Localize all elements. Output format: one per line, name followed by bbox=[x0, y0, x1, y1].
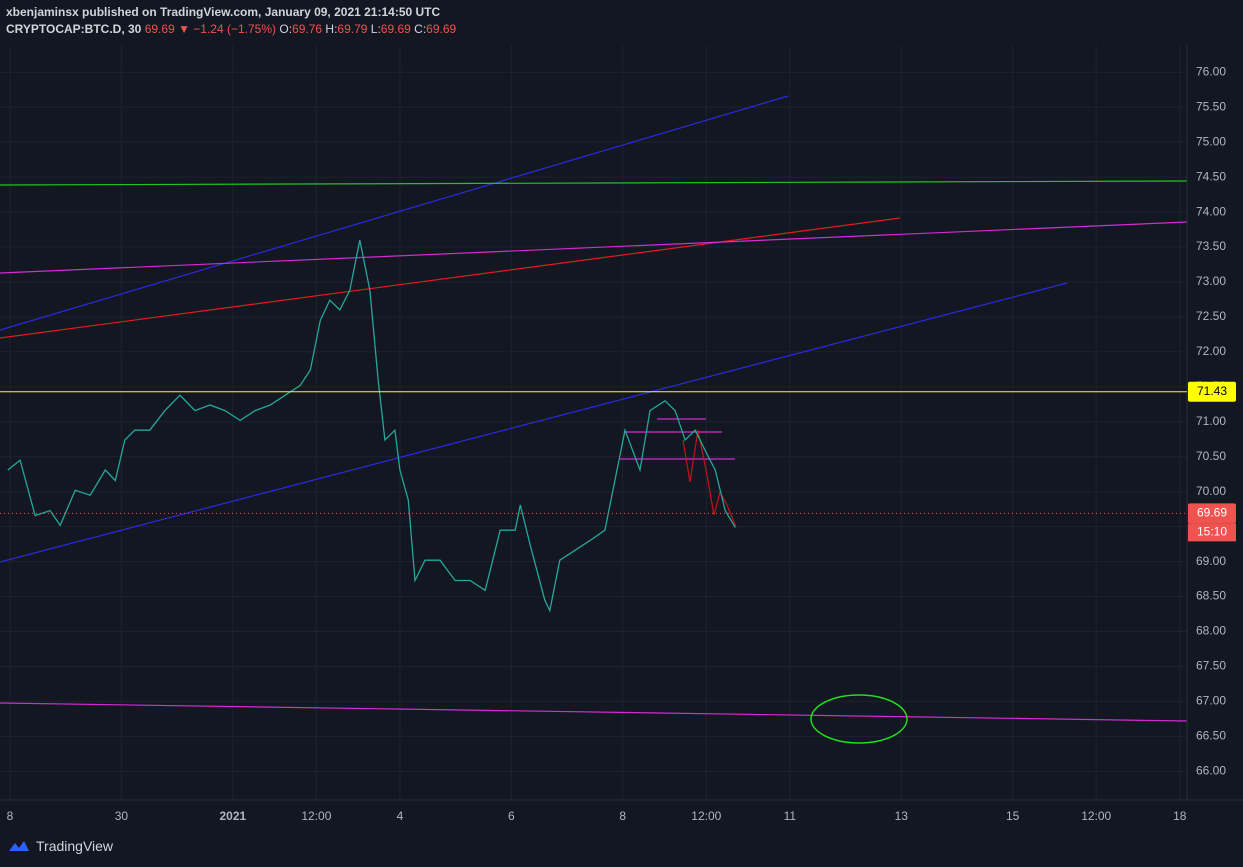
price-label-box bbox=[1188, 381, 1236, 402]
publish-info: xbenjaminsx published on TradingView.com… bbox=[6, 5, 440, 19]
y-tick-label: 71.00 bbox=[1196, 414, 1226, 428]
highlight-ellipse bbox=[810, 694, 908, 744]
x-tick-label: 12:00 bbox=[301, 809, 331, 823]
x-tick-label: 18 bbox=[1173, 809, 1187, 823]
y-tick-label: 66.50 bbox=[1196, 729, 1226, 743]
ohlc-value: 69.76 bbox=[292, 22, 323, 36]
y-tick-label: 72.50 bbox=[1196, 309, 1226, 323]
countdown: 15:10 bbox=[1197, 525, 1227, 539]
y-tick-label: 66.00 bbox=[1196, 764, 1226, 778]
y-tick-label: 72.00 bbox=[1196, 344, 1226, 358]
publisher: xbenjaminsx published on TradingView.com… bbox=[6, 5, 441, 19]
trendline bbox=[0, 221, 1188, 274]
y-tick-label: 69.00 bbox=[1196, 554, 1226, 568]
ohlc-value: 69.69 bbox=[380, 22, 411, 36]
grid bbox=[0, 45, 1187, 800]
change: ▼ −1.24 (−1.75%) bbox=[178, 22, 277, 36]
y-tick-label: 70.50 bbox=[1196, 449, 1226, 463]
x-tick-label: 6 bbox=[508, 809, 515, 823]
x-tick-label: 8 bbox=[619, 809, 626, 823]
ohlc-label: H: bbox=[325, 22, 338, 36]
x-tick-label: 30 bbox=[115, 809, 129, 823]
x-tick-label: 4 bbox=[397, 809, 404, 823]
y-tick-label: 74.50 bbox=[1196, 169, 1226, 183]
countdown-box bbox=[1188, 523, 1236, 542]
x-tick-label: 12:00 bbox=[1081, 809, 1111, 823]
ohlc-label: O: bbox=[279, 22, 293, 36]
symbol-legend: CRYPTOCAP:BTC.D, 30 69.69 ▼ −1.24 (−1.75… bbox=[6, 22, 456, 36]
trendline bbox=[0, 180, 1188, 186]
y-tick-label: 73.00 bbox=[1196, 274, 1226, 288]
ohlc-value: 69.69 bbox=[426, 22, 457, 36]
logo bbox=[9, 841, 29, 851]
y-tick-label: 75.00 bbox=[1196, 134, 1226, 148]
price-label-box bbox=[1188, 503, 1236, 524]
x-tick-label: 11 bbox=[784, 809, 797, 823]
x-tick-label: 2021 bbox=[219, 809, 246, 823]
drawings bbox=[0, 95, 1188, 744]
y-tick-label: 74.00 bbox=[1196, 204, 1226, 218]
ohlc-label: L: bbox=[370, 22, 381, 36]
trendline bbox=[0, 282, 1068, 563]
ohlc-label: C: bbox=[414, 22, 427, 36]
price-line bbox=[7, 239, 736, 613]
y-tick-label: 68.50 bbox=[1196, 589, 1226, 603]
footer: TradingView bbox=[8, 838, 113, 854]
y-tick-label: 73.50 bbox=[1196, 239, 1226, 253]
x-tick-label: 13 bbox=[895, 809, 909, 823]
brand: TradingView bbox=[36, 838, 114, 854]
projection-path bbox=[682, 429, 737, 528]
ohlc-value: 69.79 bbox=[337, 22, 368, 36]
last-price: 69.69 bbox=[144, 22, 175, 36]
trendline bbox=[0, 217, 901, 339]
price-label: 71.43 bbox=[1197, 384, 1227, 398]
x-tick-label: 15 bbox=[1006, 809, 1020, 823]
symbol: CRYPTOCAP:BTC.D, 30 bbox=[6, 22, 142, 36]
x-tick-label: 12:00 bbox=[691, 809, 721, 823]
y-tick-label: 67.50 bbox=[1196, 659, 1226, 673]
trendline bbox=[0, 95, 789, 331]
trendline bbox=[0, 702, 1188, 722]
y-tick-label: 76.00 bbox=[1196, 64, 1226, 78]
price-label: 69.69 bbox=[1197, 506, 1227, 520]
y-tick-label: 68.00 bbox=[1196, 624, 1226, 638]
y-tick-label: 67.00 bbox=[1196, 694, 1226, 708]
x-tick-label: 8 bbox=[7, 809, 14, 823]
y-tick-label: 70.00 bbox=[1196, 484, 1226, 498]
y-tick-label: 75.50 bbox=[1196, 99, 1226, 113]
